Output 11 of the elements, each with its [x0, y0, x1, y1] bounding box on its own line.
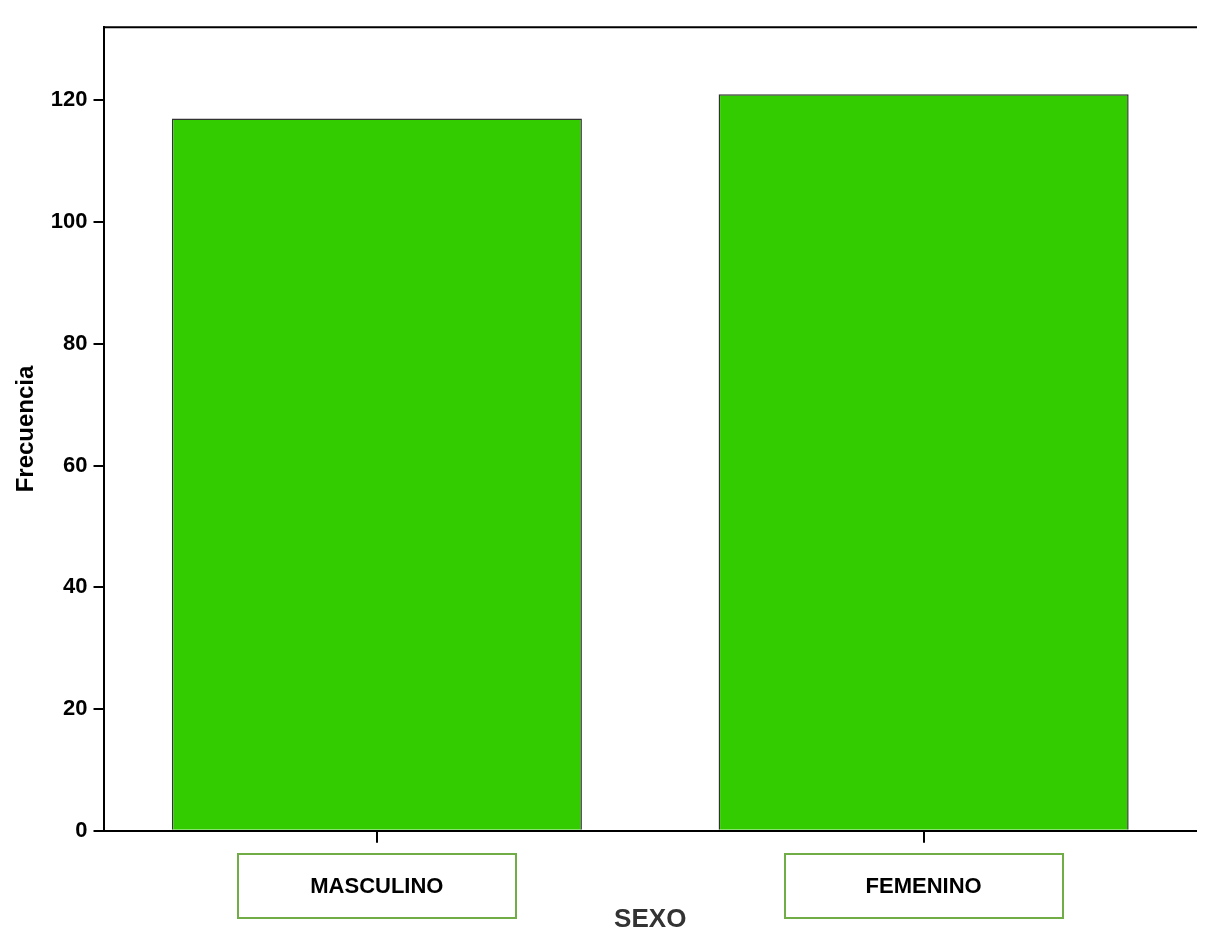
- x-axis-title: SEXO: [613, 902, 688, 933]
- y-tick-label: 0: [75, 816, 88, 842]
- y-tick-label: 80: [63, 329, 88, 355]
- y-tick-label: 20: [63, 695, 88, 721]
- y-tick-label: 100: [50, 208, 88, 234]
- y-tick-label: 40: [63, 573, 88, 599]
- y-axis-title: Frecuencia: [11, 364, 39, 493]
- x-tick-label: MASCULINO: [236, 852, 517, 919]
- y-tick-label: 120: [50, 86, 88, 112]
- x-tick-label: FEMENINO: [783, 852, 1064, 919]
- y-tick-label: 60: [63, 451, 88, 477]
